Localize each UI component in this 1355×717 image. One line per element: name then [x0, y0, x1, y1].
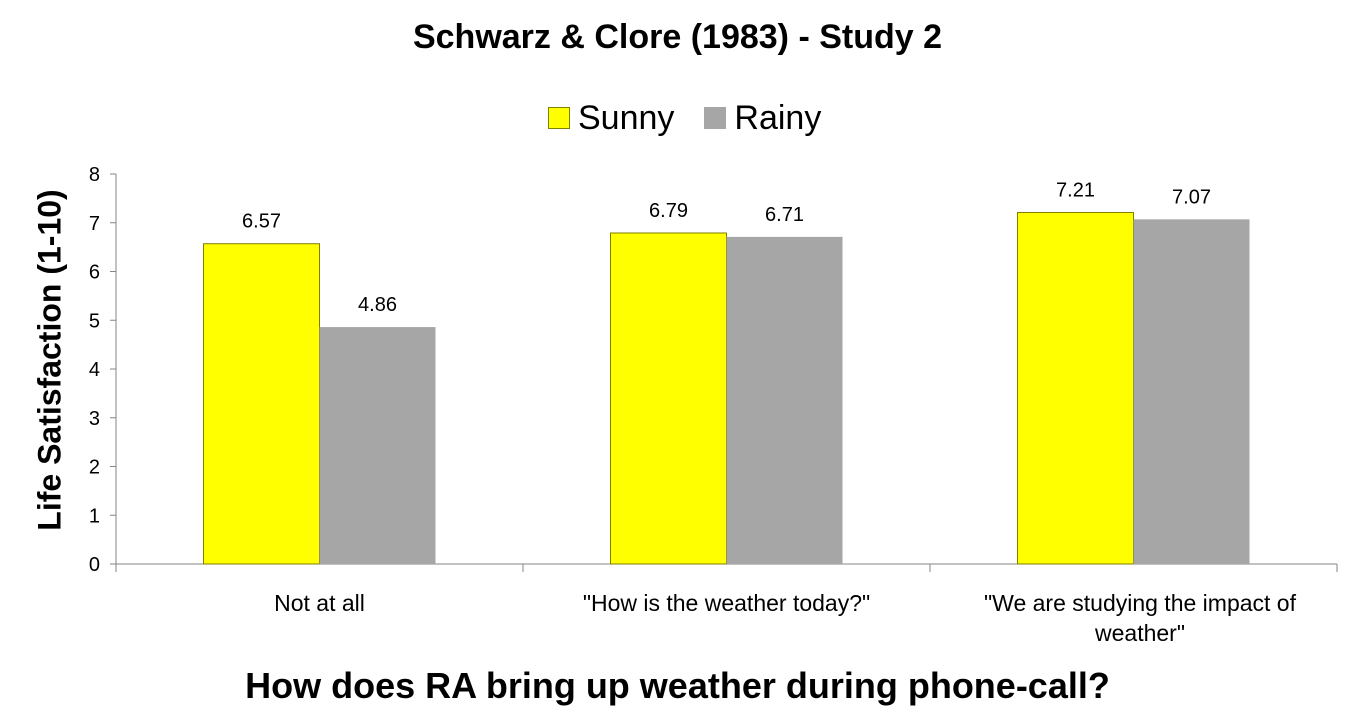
y-tick-label: 1	[89, 505, 100, 527]
data-label-sunny-1: 6.57	[242, 211, 281, 233]
legend-swatch-rainy	[704, 107, 727, 129]
y-tick-label: 2	[89, 457, 100, 479]
y-tick-label: 7	[89, 213, 100, 235]
y-tick-label: 0	[89, 554, 100, 576]
data-label-rainy-2: 6.71	[765, 204, 804, 226]
x-category-label-how-is-weather: "How is the weather today?"	[582, 590, 871, 616]
legend-item-rainy: Rainy	[704, 99, 821, 138]
legend-swatch-sunny	[548, 107, 570, 129]
x-category-label-not-at-all: Not at all	[274, 590, 365, 616]
data-label-sunny-2: 6.79	[649, 200, 688, 222]
legend-item-sunny: Sunny	[548, 99, 674, 138]
y-axis-title: Life Satisfaction (1-10)	[31, 189, 68, 531]
data-label-sunny-3: 7.21	[1056, 180, 1095, 202]
bar-sunny-3	[1017, 212, 1134, 565]
bar-rainy-2	[726, 236, 843, 564]
data-label-rainy-3: 7.07	[1172, 186, 1211, 208]
bar-rainy-3	[1133, 219, 1250, 564]
y-tick-label: 6	[89, 262, 100, 284]
y-tick-label: 3	[89, 408, 100, 430]
chart-title: Schwarz & Clore (1983) - Study 2	[412, 18, 943, 56]
legend-label-rainy: Rainy	[734, 98, 822, 137]
bar-rainy-1	[319, 327, 436, 564]
legend-label-sunny: Sunny	[578, 98, 675, 137]
y-tick-label: 4	[89, 359, 100, 381]
y-tick-label: 5	[89, 310, 100, 332]
x-axis-title: How does RA bring up weather during phon…	[245, 665, 1110, 706]
data-label-rainy-1: 4.86	[358, 294, 397, 316]
legend: Sunny Rainy	[548, 98, 851, 138]
bar-sunny-1	[203, 243, 320, 565]
y-tick-label: 8	[89, 164, 100, 186]
x-category-label-studying-impact: "We are studying the impact of weather"	[983, 590, 1296, 646]
bar-sunny-2	[610, 232, 727, 565]
